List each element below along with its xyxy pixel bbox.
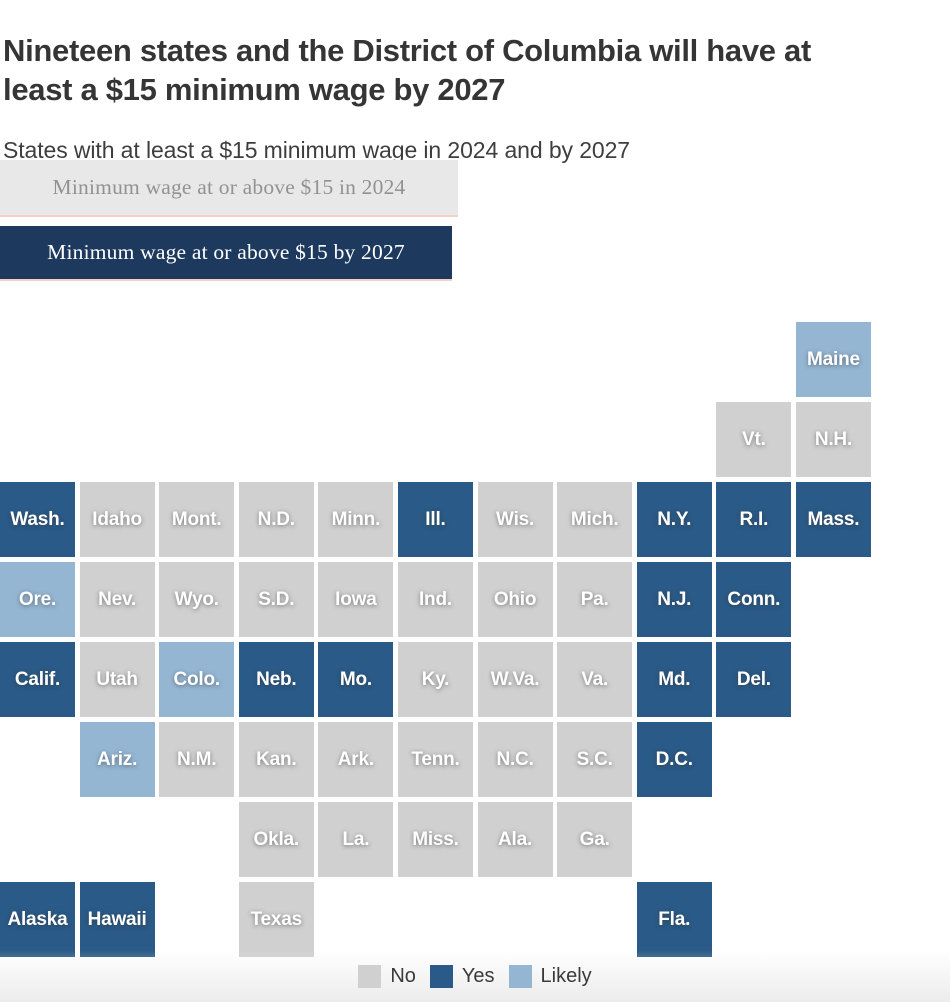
legend-label: No <box>390 964 416 987</box>
legend-item-likely: Likely <box>508 964 592 988</box>
tile-grid-map: Maine Vt. N.H. Wash. Idaho Mont. N.D. Minn. Ill.… <box>0 322 871 957</box>
state-tile-wis: Wis. <box>477 482 553 557</box>
state-tile-ky: Ky. <box>397 642 473 717</box>
state-tile-mont: Mont. <box>159 482 235 557</box>
state-tile-nj: N.J. <box>636 562 712 637</box>
state-tile-mass: Mass. <box>795 482 871 557</box>
state-tile-calif: Calif. <box>0 642 75 717</box>
state-tile-fla: Fla. <box>636 882 712 957</box>
state-tile-alaska: Alaska <box>0 882 75 957</box>
state-tile-ohio: Ohio <box>477 562 553 637</box>
state-tile-ill: Ill. <box>397 482 473 557</box>
state-tile-conn: Conn. <box>716 562 792 637</box>
legend-item-yes: Yes <box>429 964 495 988</box>
state-tile-nd: N.D. <box>238 482 314 557</box>
state-tile-mich: Mich. <box>557 482 633 557</box>
state-tile-wash: Wash. <box>0 482 75 557</box>
state-tile-mo: Mo. <box>318 642 394 717</box>
state-tile-nm: N.M. <box>159 722 235 797</box>
state-tile-utah: Utah <box>79 642 155 717</box>
state-tile-dc: D.C. <box>636 722 712 797</box>
state-tile-del: Del. <box>716 642 792 717</box>
state-tile-wva: W.Va. <box>477 642 553 717</box>
state-tile-nc: N.C. <box>477 722 553 797</box>
state-tile-tenn: Tenn. <box>397 722 473 797</box>
legend-swatch-yes <box>429 964 453 988</box>
legend: No Yes Likely <box>358 964 592 988</box>
state-tile-nh: N.H. <box>795 402 871 477</box>
legend-swatch-likely <box>508 964 532 988</box>
state-tile-sd: S.D. <box>238 562 314 637</box>
state-tile-md: Md. <box>636 642 712 717</box>
state-tile-nev: Nev. <box>79 562 155 637</box>
state-tile-ind: Ind. <box>397 562 473 637</box>
page-subtitle: States with at least a $15 minimum wage … <box>3 137 630 163</box>
legend-band: No Yes Likely <box>0 950 950 1002</box>
state-tile-idaho: Idaho <box>79 482 155 557</box>
legend-label: Yes <box>461 964 495 987</box>
state-tile-iowa: Iowa <box>318 562 394 637</box>
toggle-wage-2027-button[interactable]: Minimum wage at or above $15 by 2027 <box>0 226 452 281</box>
state-tile-okla: Okla. <box>238 802 314 877</box>
state-tile-texas: Texas <box>238 882 314 957</box>
state-tile-miss: Miss. <box>397 802 473 877</box>
state-tile-vt: Vt. <box>716 402 792 477</box>
legend-label: Likely <box>540 964 592 987</box>
state-tile-wyo: Wyo. <box>159 562 235 637</box>
state-tile-pa: Pa. <box>557 562 633 637</box>
state-tile-kan: Kan. <box>238 722 314 797</box>
legend-item-no: No <box>358 964 416 988</box>
state-tile-neb: Neb. <box>238 642 314 717</box>
state-tile-ark: Ark. <box>318 722 394 797</box>
state-tile-sc: S.C. <box>557 722 633 797</box>
state-tile-ariz: Ariz. <box>79 722 155 797</box>
state-tile-la: La. <box>318 802 394 877</box>
state-tile-maine: Maine <box>795 322 871 397</box>
state-tile-ala: Ala. <box>477 802 553 877</box>
page-title: Nineteen states and the District of Colu… <box>3 32 812 107</box>
state-tile-hawaii: Hawaii <box>79 882 155 957</box>
state-tile-ore: Ore. <box>0 562 75 637</box>
toggle-wage-2024-button[interactable]: Minimum wage at or above $15 in 2024 <box>0 160 458 217</box>
state-tile-ga: Ga. <box>557 802 633 877</box>
state-tile-minn: Minn. <box>318 482 394 557</box>
state-tile-ny: N.Y. <box>636 482 712 557</box>
legend-swatch-no <box>358 964 382 988</box>
state-tile-colo: Colo. <box>159 642 235 717</box>
state-tile-ri: R.I. <box>716 482 792 557</box>
state-tile-va: Va. <box>557 642 633 717</box>
